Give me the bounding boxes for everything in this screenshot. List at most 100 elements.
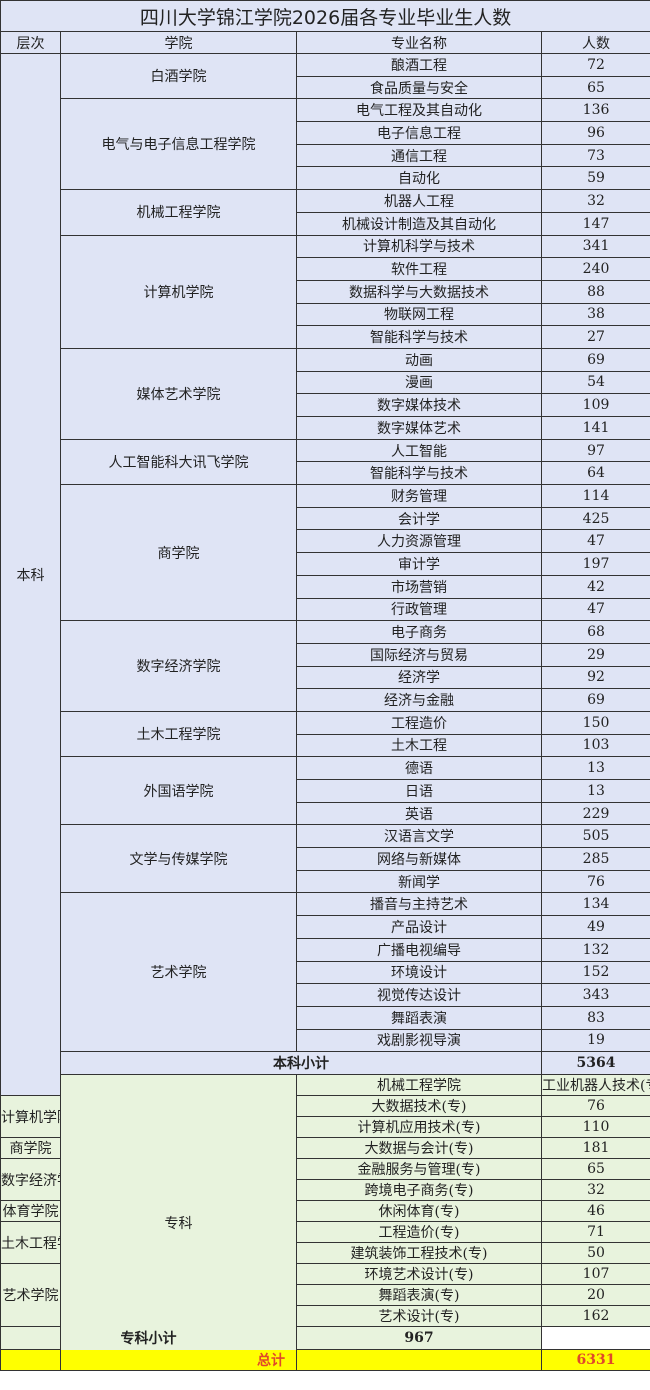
count-cell: 181 — [540, 1137, 650, 1160]
college-cell: 电气与电子信息工程学院 — [60, 98, 297, 191]
table-row: 计算机学院 计算机科学与技术 341 — [1, 234, 650, 349]
count-cell: 59 — [540, 166, 650, 191]
table-title: 四川大学锦江学院2026届各专业毕业生人数 — [0, 0, 650, 32]
count-cell: 68 — [540, 620, 650, 644]
major-cell: 大数据与会计(专) — [296, 1137, 542, 1160]
major-cell: 电子商务 — [296, 620, 542, 644]
count-cell: 69 — [540, 347, 650, 372]
table-row: 软件工程 240 — [1, 257, 650, 281]
table-row: 视觉传达设计 343 — [1, 983, 650, 1007]
count-cell: 83 — [540, 1005, 650, 1030]
major-cell: 数据科学与大数据技术 — [296, 279, 542, 304]
table-row: 漫画 54 — [1, 370, 650, 395]
major-cell: 网络与新媒体 — [296, 847, 542, 871]
count-cell: 110 — [540, 1116, 650, 1139]
college-cell: 商学院 — [0, 1137, 61, 1160]
count-cell: 38 — [540, 302, 650, 327]
total-label: 总计 — [0, 1349, 542, 1372]
table-row: 人工智能科大讯飞学院 人工智能 97 — [1, 438, 650, 486]
count-cell: 240 — [540, 257, 650, 281]
count-cell: 341 — [540, 234, 650, 259]
table-row: 人力资源管理 47 — [1, 529, 650, 554]
major-cell: 工业机器人技术(专) — [540, 1074, 650, 1097]
count-cell: 425 — [540, 506, 650, 531]
college-cell: 白酒学院 — [60, 52, 297, 100]
count-cell: 109 — [540, 393, 650, 417]
count-cell: 132 — [540, 937, 650, 962]
count-cell: 162 — [540, 1305, 650, 1328]
college-cell: 文学与传媒学院 — [60, 824, 297, 894]
major-cell: 建筑装饰工程技术(专) — [296, 1242, 542, 1265]
subtotal-label: 本科小计 — [60, 1051, 542, 1076]
major-cell: 漫画 — [296, 370, 542, 395]
table-row: 商学院 财务管理 114 — [1, 484, 650, 622]
count-cell: 76 — [540, 1095, 650, 1118]
major-cell: 跨境电子商务(专) — [296, 1179, 542, 1202]
count-cell: 147 — [540, 211, 650, 236]
major-cell: 数字媒体艺术 — [296, 416, 542, 440]
major-cell: 食品质量与安全 — [296, 75, 542, 100]
table-row: 数字媒体艺术 141 — [1, 416, 650, 440]
major-cell: 自动化 — [296, 166, 542, 191]
table-row: 物联网工程 38 — [1, 302, 650, 327]
table-row: 土木工程学院 工程造价 150 — [1, 710, 650, 758]
major-cell: 行政管理 — [296, 597, 542, 622]
table-row: 艺术学院 环境艺术设计(专) 107 — [0, 1263, 650, 1328]
major-cell: 产品设计 — [296, 915, 542, 939]
level-cell: 本科 — [0, 52, 61, 1097]
major-cell: 播音与主持艺术 — [296, 892, 542, 917]
college-cell: 土木工程学院 — [0, 1221, 61, 1265]
table-row: 土木工程学院 工程造价(专)71 — [0, 1221, 650, 1265]
college-cell: 外国语学院 — [60, 756, 297, 826]
college-cell: 机械工程学院 — [296, 1074, 542, 1097]
count-cell: 229 — [540, 801, 650, 826]
count-cell: 19 — [540, 1028, 650, 1053]
table-row: 网络与新媒体 285 — [1, 847, 650, 871]
count-cell: 97 — [540, 438, 650, 463]
count-cell: 505 — [540, 824, 650, 849]
table-row: 智能科学与技术 64 — [1, 461, 650, 486]
major-cell: 广播电视编导 — [296, 937, 542, 962]
table-row: 经济学 92 — [1, 665, 650, 690]
count-cell: 65 — [540, 1158, 650, 1181]
major-cell: 会计学 — [296, 506, 542, 531]
major-cell: 审计学 — [296, 552, 542, 576]
major-cell: 英语 — [296, 801, 542, 826]
table-row: 电子信息工程 96 — [1, 121, 650, 145]
count-cell: 20 — [540, 1284, 650, 1307]
count-cell: 64 — [540, 461, 650, 486]
major-cell: 物联网工程 — [296, 302, 542, 327]
table-row: 计算机学院 大数据技术(专)76 — [0, 1095, 650, 1139]
subtotal-value: 967 — [296, 1326, 542, 1351]
count-cell: 103 — [540, 733, 650, 758]
count-cell: 197 — [540, 552, 650, 576]
count-cell: 47 — [540, 597, 650, 622]
college-cell: 商学院 — [60, 484, 297, 622]
table-row: 外国语学院 德语 13 — [1, 756, 650, 826]
count-cell: 73 — [540, 143, 650, 168]
major-cell: 机械设计制造及其自动化 — [296, 211, 542, 236]
major-cell: 电子信息工程 — [296, 121, 542, 145]
table-row: 数据科学与大数据技术 88 — [1, 279, 650, 304]
subtotal-label: 专科小计 — [0, 1326, 297, 1351]
table-row: 电气与电子信息工程学院 电气工程及其自动化 136 — [1, 98, 650, 191]
table-row: 计算机应用技术(专) 110 — [1, 1116, 650, 1139]
header-count: 人数 — [540, 31, 650, 54]
header-major: 专业名称 — [296, 31, 542, 54]
count-cell: 114 — [540, 484, 650, 508]
count-cell: 13 — [540, 756, 650, 780]
total-value: 6331 — [540, 1349, 650, 1372]
subtotal-value: 5364 — [540, 1051, 650, 1076]
major-cell: 数字媒体技术 — [296, 393, 542, 417]
count-cell: 92 — [540, 665, 650, 690]
major-cell: 工程造价 — [296, 710, 542, 735]
count-cell: 49 — [540, 915, 650, 939]
count-cell: 150 — [540, 710, 650, 735]
major-cell: 软件工程 — [296, 257, 542, 281]
count-cell: 134 — [540, 892, 650, 917]
count-cell: 32 — [540, 1179, 650, 1202]
table-row: 建筑装饰工程技术(专) 50 — [1, 1242, 650, 1265]
count-cell: 76 — [540, 869, 650, 894]
header-row: 层次 学院 专业名称 人数 — [0, 31, 650, 54]
